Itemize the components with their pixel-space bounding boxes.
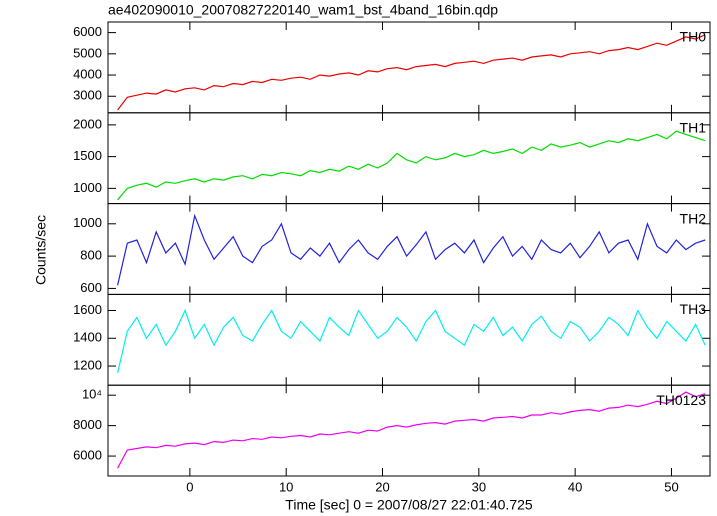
y-tick-label: 1500 (73, 148, 102, 163)
y-axis-label: Counts/sec (33, 215, 49, 285)
series-name: TH1 (680, 120, 707, 136)
y-tick-label: 5000 (73, 45, 102, 60)
series-name: TH3 (680, 301, 707, 317)
x-tick-label: 0 (186, 479, 193, 494)
y-tick-label: 1600 (73, 302, 102, 317)
y-tick-label: 4000 (73, 66, 102, 81)
y-tick-label: 3000 (73, 88, 102, 103)
panel-frame (107, 21, 711, 114)
y-tick-label: 1200 (73, 357, 102, 372)
series-line (117, 213, 706, 286)
panel-frame (107, 203, 711, 295)
y-tick-label: 1000 (73, 215, 102, 230)
panel-frame (107, 384, 711, 477)
x-tick-label: 20 (375, 479, 389, 494)
series-line (117, 130, 706, 201)
x-tick-label: 50 (664, 479, 678, 494)
y-tick-label: 2000 (73, 116, 102, 131)
x-tick-label: 30 (472, 479, 486, 494)
series-name: TH0123 (656, 392, 706, 408)
series-name: TH2 (680, 210, 707, 226)
y-tick-label: 6000 (73, 24, 102, 39)
series-line (117, 34, 706, 111)
series-line (117, 391, 706, 469)
chart-title: ae402090010_20070827220140_wam1_bst_4ban… (108, 2, 498, 18)
y-tick-label: 1000 (73, 180, 102, 195)
y-tick-label: 10⁴ (82, 387, 102, 402)
x-tick-label: 40 (568, 479, 582, 494)
series-name: TH0 (680, 29, 707, 45)
y-tick-label: 8000 (73, 417, 102, 432)
series-line (117, 308, 706, 374)
y-tick-label: 6000 (73, 447, 102, 462)
x-tick-label: 10 (279, 479, 293, 494)
y-tick-label: 1400 (73, 330, 102, 345)
panel-frame (107, 112, 711, 205)
x-axis-label: Time [sec] 0 = 2007/08/27 22:01:40.725 (285, 497, 533, 513)
y-tick-label: 600 (80, 280, 102, 295)
panel-frame (107, 293, 711, 386)
y-tick-label: 800 (80, 248, 102, 263)
